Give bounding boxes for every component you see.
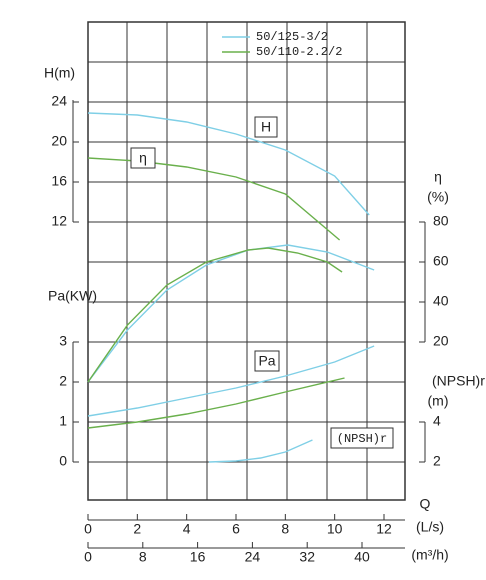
y-axis-label: η — [434, 169, 442, 185]
x-tick-label: 8 — [139, 549, 147, 565]
y-axis-label: H(m) — [44, 65, 75, 81]
y-tick-label: 60 — [433, 253, 449, 269]
x-tick-label: 10 — [327, 521, 343, 537]
curve — [87, 377, 345, 429]
x-tick-label: 12 — [376, 521, 392, 537]
x-tick-label: 8 — [281, 521, 289, 537]
y-axis-label: Pa(KW) — [48, 288, 97, 304]
y-tick-label: 20 — [51, 133, 67, 149]
y-axis-unit: (m) — [428, 393, 449, 409]
y-tick-label: 20 — [433, 333, 449, 349]
y-tick-label: 4 — [433, 413, 441, 429]
y-tick-label: 2 — [59, 373, 67, 389]
curve — [208, 439, 313, 463]
x-tick-label: 24 — [245, 549, 261, 565]
curve — [87, 157, 341, 241]
y-tick-label: 40 — [433, 293, 449, 309]
x-axis-title: Q — [420, 496, 431, 512]
curve — [87, 247, 343, 383]
annotation-box — [254, 116, 278, 138]
y-tick-label: 80 — [433, 213, 449, 229]
annotation-box — [330, 427, 394, 449]
y-tick-label: 16 — [51, 173, 67, 189]
x-tick-label: 32 — [299, 549, 315, 565]
x-axis-label: (L/s) — [416, 519, 444, 535]
x-tick-label: 16 — [190, 549, 206, 565]
curve — [87, 345, 375, 417]
legend-label: 50/110-2.2/2 — [256, 45, 342, 59]
x-axis-label: (m³/h) — [411, 547, 448, 563]
x-tick-label: 2 — [133, 521, 141, 537]
y-tick-label: 1 — [59, 413, 67, 429]
y-tick-label: 3 — [59, 333, 67, 349]
curve — [87, 112, 370, 216]
y-tick-label: 2 — [433, 453, 441, 469]
y-axis-unit: (%) — [427, 189, 449, 205]
annotation-box — [254, 350, 280, 372]
x-tick-label: 0 — [84, 549, 92, 565]
y-axis-label: (NPSH)r — [432, 373, 485, 389]
annotation: Pa — [258, 353, 275, 369]
y-tick-label: 12 — [51, 213, 67, 229]
annotation: η — [139, 150, 147, 166]
y-tick-label: 0 — [59, 453, 67, 469]
curve — [87, 244, 375, 383]
x-tick-label: 0 — [84, 521, 92, 537]
annotation: (NPSH)r — [337, 432, 387, 446]
x-tick-label: 6 — [232, 521, 240, 537]
annotation: H — [261, 119, 271, 135]
x-tick-label: 4 — [183, 521, 191, 537]
annotation-box — [130, 147, 156, 169]
y-tick-label: 24 — [51, 93, 67, 109]
legend-label: 50/125-3/2 — [256, 30, 328, 44]
x-tick-label: 40 — [354, 549, 370, 565]
